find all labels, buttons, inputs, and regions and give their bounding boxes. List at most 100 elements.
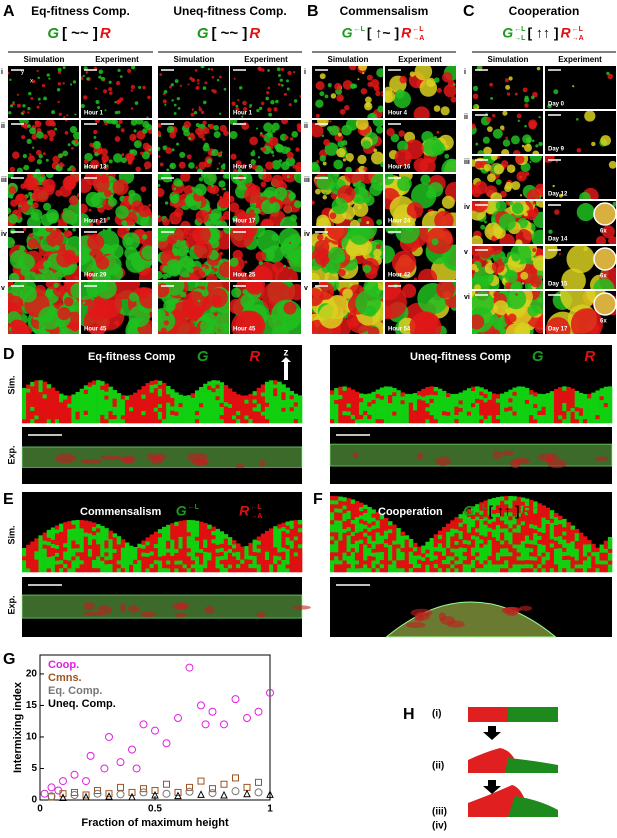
sim-cell xyxy=(342,395,346,399)
colony xyxy=(99,69,104,74)
sim-cell xyxy=(141,390,145,394)
sim-cell xyxy=(191,419,195,424)
sim-cell xyxy=(261,537,265,541)
colony xyxy=(259,69,261,71)
colony xyxy=(211,213,218,220)
sim-cell xyxy=(195,556,199,560)
sim-cell xyxy=(475,399,479,403)
sim-cell xyxy=(504,496,508,500)
sim-cell xyxy=(533,415,537,419)
sim-cell xyxy=(286,388,290,392)
sim-cell xyxy=(409,406,413,410)
sim-cell xyxy=(178,560,182,564)
sim-cell xyxy=(236,419,240,423)
colony xyxy=(92,291,99,298)
sim-cell xyxy=(59,568,63,572)
sim-cell xyxy=(88,403,92,407)
sim-cell xyxy=(265,390,269,394)
colony xyxy=(483,147,492,156)
sim-cell xyxy=(265,568,269,572)
sim-cell xyxy=(96,556,100,560)
sim-cell xyxy=(351,508,355,512)
colony xyxy=(43,203,51,211)
sim-cell xyxy=(454,411,458,415)
sim-cell xyxy=(67,411,71,415)
sim-cell xyxy=(504,560,508,564)
sim-cell xyxy=(475,552,479,556)
colony xyxy=(287,71,291,75)
sim-cell xyxy=(51,399,55,403)
notation-part: R xyxy=(401,25,412,41)
sim-cell xyxy=(80,389,84,393)
sim-cell xyxy=(488,548,492,552)
sim-cell xyxy=(367,568,371,572)
sim-cell xyxy=(207,536,211,540)
exp-red xyxy=(513,458,530,464)
sim-cell xyxy=(146,383,150,387)
sim-cell xyxy=(421,408,425,412)
colony xyxy=(204,81,207,84)
colony xyxy=(54,245,60,251)
sim-cell xyxy=(330,532,334,536)
sim-cell xyxy=(146,557,150,561)
exp-red xyxy=(187,453,208,462)
sim-cell xyxy=(154,564,158,568)
sim-cell xyxy=(232,552,236,556)
sim-cell xyxy=(92,388,96,392)
sim-cell xyxy=(191,568,195,572)
sim-cell xyxy=(248,419,252,423)
sim-cell xyxy=(34,384,38,388)
sim-cell xyxy=(454,548,458,552)
sim-cell xyxy=(608,419,612,423)
sim-cell xyxy=(187,568,191,572)
sim-cell xyxy=(248,555,252,559)
sim-cell xyxy=(55,391,59,395)
sim-cell xyxy=(269,528,273,532)
sim-cell xyxy=(38,380,42,384)
sim-cell xyxy=(261,415,265,419)
sim-cell xyxy=(417,407,421,411)
sim-cell xyxy=(240,407,244,411)
sim-cell xyxy=(459,551,463,555)
sim-cell xyxy=(71,556,75,560)
sim-cell xyxy=(434,407,438,411)
colony xyxy=(218,197,229,208)
sim-cell xyxy=(359,398,363,403)
colony xyxy=(171,99,174,102)
sim-cell xyxy=(359,503,363,507)
sim-cell xyxy=(129,403,133,407)
sim-cell xyxy=(566,395,570,399)
colony xyxy=(37,106,40,109)
sim-cell xyxy=(401,408,405,412)
sim-cell xyxy=(405,419,409,423)
colony xyxy=(202,121,206,125)
sim-cell xyxy=(47,549,51,553)
sim-cell xyxy=(265,402,269,406)
sim-cell xyxy=(55,549,59,553)
sim-cell xyxy=(240,568,244,573)
sim-cell xyxy=(96,528,100,532)
sim-cell xyxy=(257,540,261,544)
notation-part: ←L xyxy=(514,26,526,33)
colony xyxy=(327,126,332,131)
sim-cell xyxy=(207,390,211,394)
sim-cell xyxy=(170,556,174,560)
sim-cell xyxy=(166,419,170,423)
notation-part: R xyxy=(249,348,260,365)
colony xyxy=(28,92,31,95)
sim-cell xyxy=(261,557,265,561)
sim-cell xyxy=(504,564,508,568)
sim-cell xyxy=(529,520,533,524)
sim-cell xyxy=(409,543,413,547)
sim-cell xyxy=(257,568,261,572)
sim-cell xyxy=(141,407,145,411)
colony xyxy=(284,93,287,96)
sim-cell xyxy=(273,396,277,400)
sim-cell xyxy=(405,402,409,406)
sim-cell xyxy=(512,419,516,423)
sim-cell xyxy=(170,548,174,552)
sim-cell xyxy=(224,568,228,573)
sim-cell xyxy=(277,536,281,540)
notation-part: [ ~~ ] xyxy=(546,348,582,365)
colony xyxy=(63,66,66,69)
